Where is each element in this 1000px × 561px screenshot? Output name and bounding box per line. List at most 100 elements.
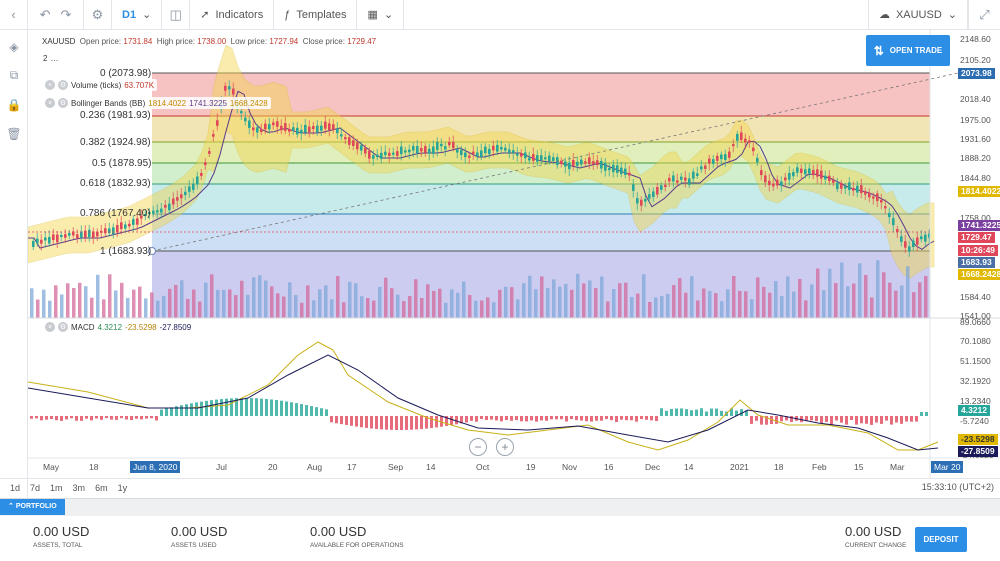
macd-histogram-bar: [580, 416, 583, 421]
candle-body: [448, 141, 451, 146]
timeframe-select[interactable]: D1 ⌄: [112, 0, 163, 30]
undo-icon[interactable]: ↶: [39, 6, 51, 22]
period-1d[interactable]: 1d: [10, 483, 21, 493]
macd-histogram-bar: [455, 416, 458, 425]
period-6m[interactable]: 6m: [95, 483, 108, 493]
price-chart[interactable]: [28, 30, 1000, 498]
time-axis-label: Aug: [307, 462, 323, 472]
candle-body: [376, 154, 379, 158]
layers-badge[interactable]: 2 …: [40, 53, 62, 64]
macd-histogram-bar: [160, 409, 163, 416]
candle-body: [848, 182, 851, 190]
back-icon[interactable]: ‹: [0, 0, 28, 30]
volume-indicator-row: × ⚙ Volume (ticks) 63.707K: [42, 79, 158, 91]
volume-bar: [228, 289, 232, 318]
volume-bar: [474, 300, 478, 318]
deposit-button[interactable]: DEPOSIT: [915, 527, 967, 552]
macd-histogram-bar: [125, 416, 128, 420]
period-1y[interactable]: 1y: [117, 483, 128, 493]
calendar-select[interactable]: ▦ ⌄: [357, 0, 405, 30]
macd-histogram-bar: [785, 416, 788, 421]
symbol-select[interactable]: ☁ XAUUSD ⌄: [867, 0, 968, 30]
volume-bar: [774, 281, 778, 318]
macd-histogram-bar: [225, 398, 228, 416]
portfolio-tab[interactable]: ⌃ PORTFOLIO: [0, 499, 65, 515]
macd-histogram-bar: [340, 416, 343, 425]
volume-bar: [210, 274, 214, 318]
period-1m[interactable]: 1m: [50, 483, 63, 493]
volume-bar: [276, 293, 280, 318]
lock-icon[interactable]: 🔒: [6, 97, 22, 112]
zoom-out-button[interactable]: −: [469, 438, 487, 456]
settings-icon[interactable]: ⚙: [84, 0, 112, 30]
gear-icon[interactable]: ⚙: [58, 98, 68, 108]
gear-icon[interactable]: ⚙: [58, 80, 68, 90]
volume-bar: [168, 288, 172, 318]
period-3m[interactable]: 3m: [72, 483, 86, 493]
candle-body: [496, 144, 499, 152]
macd-histogram-bar: [230, 398, 233, 416]
macd-histogram-bar: [180, 405, 183, 416]
macd-histogram-bar: [650, 416, 653, 421]
redo-icon[interactable]: ↷: [60, 6, 72, 22]
volume-bar: [348, 281, 352, 318]
zoom-in-button[interactable]: +: [496, 438, 514, 456]
volume-bar: [456, 292, 460, 318]
candle-body: [288, 128, 291, 132]
candle-body: [476, 152, 479, 157]
candle-body: [712, 159, 715, 164]
macd-histogram-bar: [900, 416, 903, 424]
trash-icon[interactable]: 🗑: [6, 126, 22, 141]
volume-bar: [42, 289, 46, 318]
candle-body: [388, 152, 391, 156]
candle-body: [232, 88, 235, 95]
time-axis-label: 14: [426, 462, 436, 472]
candle-body: [52, 234, 55, 241]
candle-body: [48, 237, 51, 244]
indicators-button[interactable]: ➚ Indicators: [190, 0, 275, 30]
chevron-down-icon: ⌄: [947, 9, 957, 21]
macd-histogram-bar: [565, 416, 568, 422]
layers-icon[interactable]: ◈: [9, 39, 19, 54]
candle-body: [864, 191, 867, 195]
candle-body: [320, 125, 323, 131]
remove-icon[interactable]: ×: [45, 322, 55, 332]
templates-button[interactable]: ƒ Templates: [274, 0, 358, 30]
candle-body: [88, 229, 91, 238]
macd-histogram-bar: [595, 416, 598, 421]
fullscreen-icon[interactable]: ⤢: [968, 0, 1000, 30]
open-trade-button[interactable]: ⇅ OPEN TRADE: [866, 35, 950, 66]
candle-body: [456, 149, 459, 153]
remove-icon[interactable]: ×: [45, 80, 55, 90]
candle-body: [332, 124, 335, 130]
candle-body: [784, 177, 787, 181]
candle-body: [368, 150, 371, 159]
candle-body: [768, 180, 771, 186]
top-toolbar: ‹ ↶ ↷ ⚙ D1 ⌄ ◫ ➚ Indicators ƒ Templates …: [0, 0, 1000, 30]
candle-body: [56, 234, 59, 243]
time-axis-label: 14: [684, 462, 694, 472]
price-tag-fib1: 1683.93: [958, 257, 995, 268]
stat-available: 0.00 USD AVAILABLE FOR OPERATIONS: [310, 524, 404, 549]
chart-area[interactable]: XAUUSD Open price: 1731.84 High price: 1…: [28, 30, 1000, 498]
volume-bar: [372, 300, 376, 318]
volume-bar: [570, 289, 574, 318]
macd-histogram-bar: [645, 416, 648, 420]
candle-body: [652, 191, 655, 197]
macd-histogram-bar: [790, 416, 793, 423]
period-7d[interactable]: 7d: [30, 483, 41, 493]
copy-icon[interactable]: ⧉: [9, 68, 19, 82]
candle-body: [292, 127, 295, 131]
macd-histogram-bar: [765, 416, 768, 425]
gear-icon[interactable]: ⚙: [58, 322, 68, 332]
macd-histogram-bar: [65, 416, 68, 420]
stat-label: ASSETS, TOTAL: [33, 542, 83, 549]
macd-axis-label: 32.1920: [960, 376, 991, 386]
macd-histogram-bar: [380, 416, 383, 430]
candle-type-icon[interactable]: ◫: [162, 0, 191, 30]
macd-histogram-bar: [855, 416, 858, 425]
candle-body: [596, 160, 599, 166]
volume-bar: [324, 285, 328, 318]
candle-body: [904, 241, 907, 248]
remove-icon[interactable]: ×: [45, 98, 55, 108]
